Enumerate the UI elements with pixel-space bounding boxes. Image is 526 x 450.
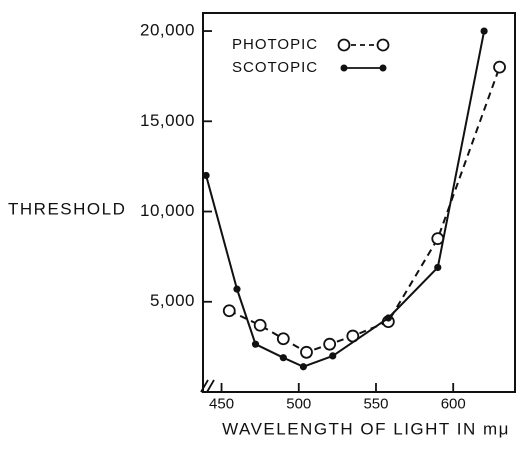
- y-tick-label: 15,000: [140, 111, 195, 130]
- plot-frame: [202, 12, 516, 393]
- data-point-photopic: [493, 60, 506, 74]
- x-axis-title: WAVELENGTH OF LIGHT IN mμ: [222, 419, 510, 438]
- data-point-scotopic: [329, 352, 337, 360]
- legend-label-photopic: PHOTOPIC: [232, 36, 318, 53]
- y-tick-label: 10,000: [140, 201, 195, 220]
- data-point-scotopic: [251, 340, 260, 348]
- x-tick-label: 550: [363, 395, 388, 412]
- legend: PHOTOPIC SCOTOPIC: [232, 36, 390, 76]
- x-tick-label: 500: [286, 395, 311, 412]
- data-point-photopic: [300, 345, 313, 359]
- x-axis-break-mark: [200, 379, 215, 393]
- data-series: [202, 27, 506, 371]
- data-point-photopic: [253, 318, 267, 332]
- y-tick-label: 5,000: [150, 291, 195, 310]
- data-point-scotopic: [480, 27, 488, 35]
- y-tick-label: 20,000: [140, 21, 195, 40]
- data-point-photopic: [323, 337, 337, 351]
- legend-marker-scotopic-end: [379, 64, 387, 72]
- data-point-scotopic: [384, 314, 392, 322]
- legend-marker-scotopic-start: [340, 64, 348, 72]
- series-line-scotopic: [205, 30, 486, 368]
- data-point-scotopic: [434, 263, 442, 272]
- data-point-photopic: [431, 232, 445, 245]
- data-point-scotopic: [299, 363, 307, 371]
- data-point-photopic: [276, 332, 290, 346]
- x-tick-label: 450: [209, 395, 234, 412]
- legend-label-scotopic: SCOTOPIC: [232, 59, 318, 76]
- series-line-photopic: [228, 66, 501, 354]
- data-point-scotopic: [233, 285, 241, 293]
- data-point-scotopic: [202, 171, 210, 180]
- x-tick-label: 600: [441, 395, 466, 412]
- y-axis-title: THRESHOLD: [8, 199, 126, 218]
- data-point-scotopic: [279, 354, 287, 362]
- axis-ticks: 5,000 10,000 15,000 20,000 450 500 550 600: [140, 21, 466, 413]
- legend-marker-photopic-start: [337, 38, 351, 52]
- data-point-photopic: [222, 304, 236, 318]
- legend-marker-photopic-end: [376, 38, 390, 52]
